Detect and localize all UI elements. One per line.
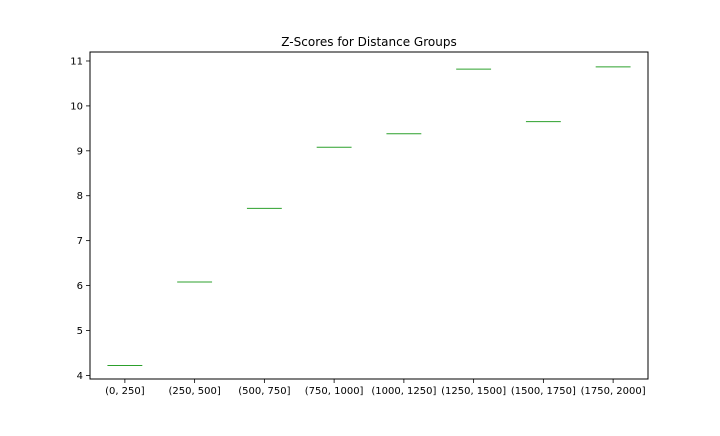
x-tick-label: (750, 1000] [305,386,364,397]
x-tick-label: (1500, 1750] [511,386,576,397]
plot-frame [89,51,649,380]
x-tick-label: (1250, 1500] [441,386,506,397]
y-tick-label: 11 [70,56,83,67]
y-tick-label: 4 [77,371,83,382]
y-tick-label: 10 [70,101,83,112]
y-axis-ticks: 4 5 6 7 8 9 10 11 [70,56,90,382]
x-axis-ticks: (0, 250] (250, 500] (500, 750] (750, 1000] (… [105,379,646,397]
y-tick-label: 9 [77,146,83,157]
chart-title: Z-Scores for Distance Groups [281,35,456,49]
x-tick-label: (0, 250] [105,386,145,397]
x-tick-label: (500, 750] [238,386,290,397]
y-tick-label: 6 [77,281,83,292]
y-tick-label: 7 [77,236,83,247]
x-tick-label: (250, 500] [168,386,220,397]
y-tick-label: 8 [77,191,83,202]
median-lines [107,66,631,367]
x-tick-label: (1750, 2000] [581,386,646,397]
y-tick-label: 5 [77,326,83,337]
x-tick-label: (1000, 1250] [371,386,436,397]
